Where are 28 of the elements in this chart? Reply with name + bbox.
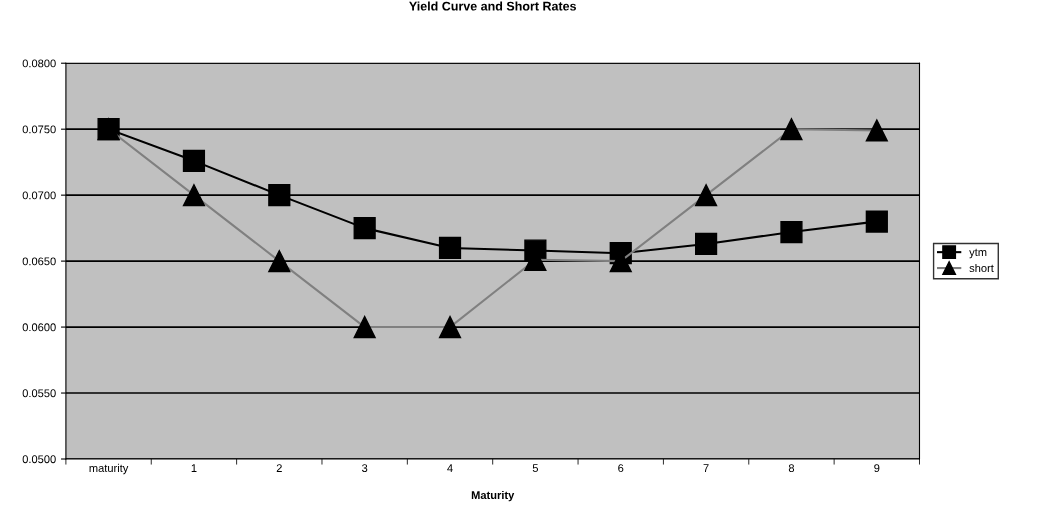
chart-title: Yield Curve and Short Rates (409, 1, 577, 11)
x-tick-label: 7 (703, 464, 709, 472)
point (780, 220, 803, 244)
x-tick-label: 2 (276, 464, 282, 472)
point (694, 232, 718, 256)
y-tick-label: 0.0650 (22, 257, 56, 266)
y-tick-label: 0.0700 (22, 191, 56, 200)
point (438, 236, 462, 260)
x-axis-title: Maturity (471, 490, 515, 502)
x-tick-label: 6 (618, 464, 624, 473)
x-tick-label: 1 (191, 464, 197, 472)
legend-label: short (969, 263, 994, 273)
y-tick-label: 0.0800 (22, 59, 56, 68)
legend-label: ytm (969, 248, 987, 259)
point (865, 210, 888, 233)
point (182, 149, 206, 172)
y-tick-label: 0.0750 (22, 125, 56, 134)
x-tick-label: maturity (89, 463, 129, 475)
x-tick-label: 4 (447, 464, 453, 472)
x-tick-label: 5 (532, 464, 538, 473)
x-tick-label: 3 (362, 464, 368, 473)
y-tick-label: 0.0600 (22, 323, 56, 332)
x-tick-label: 8 (788, 464, 795, 473)
point (268, 184, 291, 207)
x-tick-label: 9 (874, 464, 880, 473)
point (353, 217, 376, 240)
y-tick-label: 0.0550 (22, 389, 56, 398)
y-tick-label: 0.0500 (22, 455, 56, 464)
